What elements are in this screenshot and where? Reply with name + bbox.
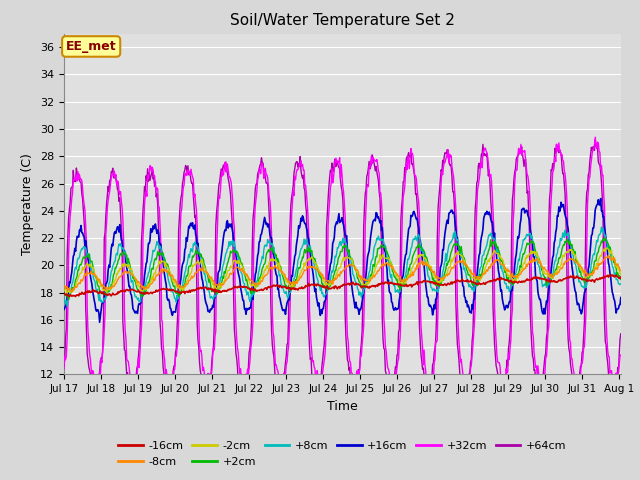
+64cm bbox=[214, 202, 221, 207]
-8cm bbox=[605, 252, 612, 258]
-2cm bbox=[428, 263, 435, 269]
-16cm bbox=[607, 272, 615, 278]
Line: +32cm: +32cm bbox=[64, 137, 621, 392]
Legend: -16cm, -8cm, -2cm, +2cm, +8cm, +16cm, +32cm, +64cm: -16cm, -8cm, -2cm, +2cm, +8cm, +16cm, +3… bbox=[114, 437, 571, 471]
-8cm bbox=[60, 283, 68, 289]
+2cm bbox=[60, 288, 68, 294]
-2cm bbox=[128, 269, 136, 275]
-16cm bbox=[428, 280, 435, 286]
+32cm bbox=[428, 374, 435, 380]
-2cm bbox=[71, 284, 79, 290]
+32cm bbox=[214, 205, 222, 211]
Line: -2cm: -2cm bbox=[64, 248, 621, 293]
+2cm bbox=[71, 281, 79, 287]
+64cm bbox=[591, 137, 599, 143]
+2cm bbox=[214, 288, 222, 293]
-2cm bbox=[214, 283, 222, 288]
Line: -16cm: -16cm bbox=[64, 275, 621, 297]
+32cm bbox=[185, 169, 193, 175]
+2cm bbox=[65, 297, 72, 302]
-8cm bbox=[68, 289, 76, 295]
-8cm bbox=[71, 284, 79, 290]
-16cm bbox=[411, 282, 419, 288]
-2cm bbox=[617, 272, 625, 277]
-8cm bbox=[128, 272, 136, 277]
+16cm bbox=[60, 307, 68, 312]
+8cm bbox=[411, 237, 419, 242]
-8cm bbox=[214, 282, 222, 288]
+64cm bbox=[127, 387, 135, 393]
+32cm bbox=[411, 173, 419, 179]
-2cm bbox=[602, 245, 610, 251]
-8cm bbox=[428, 267, 435, 273]
+8cm bbox=[60, 294, 68, 300]
+2cm bbox=[128, 269, 136, 275]
-2cm bbox=[411, 260, 419, 265]
+8cm bbox=[428, 285, 435, 290]
Line: +64cm: +64cm bbox=[64, 140, 621, 400]
+8cm bbox=[71, 266, 79, 272]
+32cm bbox=[127, 373, 135, 379]
+8cm bbox=[214, 287, 222, 293]
+32cm bbox=[166, 389, 174, 395]
+32cm bbox=[617, 352, 625, 358]
-8cm bbox=[617, 268, 625, 274]
+64cm bbox=[184, 163, 192, 168]
+16cm bbox=[428, 304, 435, 310]
+8cm bbox=[598, 224, 605, 230]
Title: Soil/Water Temperature Set 2: Soil/Water Temperature Set 2 bbox=[230, 13, 455, 28]
+8cm bbox=[617, 281, 625, 287]
-16cm bbox=[65, 294, 73, 300]
+16cm bbox=[185, 223, 193, 229]
+16cm bbox=[96, 319, 104, 325]
+64cm bbox=[60, 363, 68, 369]
-16cm bbox=[128, 287, 136, 292]
X-axis label: Time: Time bbox=[327, 400, 358, 413]
+16cm bbox=[214, 270, 222, 276]
+64cm bbox=[428, 377, 435, 383]
Line: -8cm: -8cm bbox=[64, 255, 621, 292]
-16cm bbox=[71, 293, 79, 299]
+16cm bbox=[617, 295, 625, 300]
+8cm bbox=[128, 277, 136, 283]
+16cm bbox=[128, 297, 136, 303]
-16cm bbox=[185, 288, 193, 294]
+64cm bbox=[275, 397, 283, 403]
+32cm bbox=[70, 177, 78, 182]
Y-axis label: Temperature (C): Temperature (C) bbox=[22, 153, 35, 255]
-16cm bbox=[617, 274, 625, 280]
Line: +8cm: +8cm bbox=[64, 227, 621, 306]
+16cm bbox=[597, 196, 605, 202]
-8cm bbox=[411, 268, 419, 274]
-2cm bbox=[63, 290, 71, 296]
+2cm bbox=[411, 248, 419, 254]
+2cm bbox=[185, 264, 193, 270]
-16cm bbox=[60, 290, 68, 296]
-16cm bbox=[214, 288, 222, 294]
+8cm bbox=[185, 252, 193, 257]
Line: +2cm: +2cm bbox=[64, 238, 621, 300]
+2cm bbox=[617, 276, 625, 282]
-2cm bbox=[60, 288, 68, 294]
Line: +16cm: +16cm bbox=[64, 199, 621, 322]
+32cm bbox=[60, 366, 68, 372]
-2cm bbox=[185, 275, 193, 280]
+2cm bbox=[602, 235, 609, 241]
+16cm bbox=[411, 211, 419, 217]
+16cm bbox=[70, 252, 78, 258]
+64cm bbox=[411, 176, 419, 181]
+32cm bbox=[591, 134, 599, 140]
+2cm bbox=[428, 268, 435, 274]
+64cm bbox=[70, 179, 78, 184]
-8cm bbox=[185, 278, 193, 284]
+8cm bbox=[63, 303, 71, 309]
+64cm bbox=[617, 331, 625, 336]
Text: EE_met: EE_met bbox=[66, 40, 116, 53]
